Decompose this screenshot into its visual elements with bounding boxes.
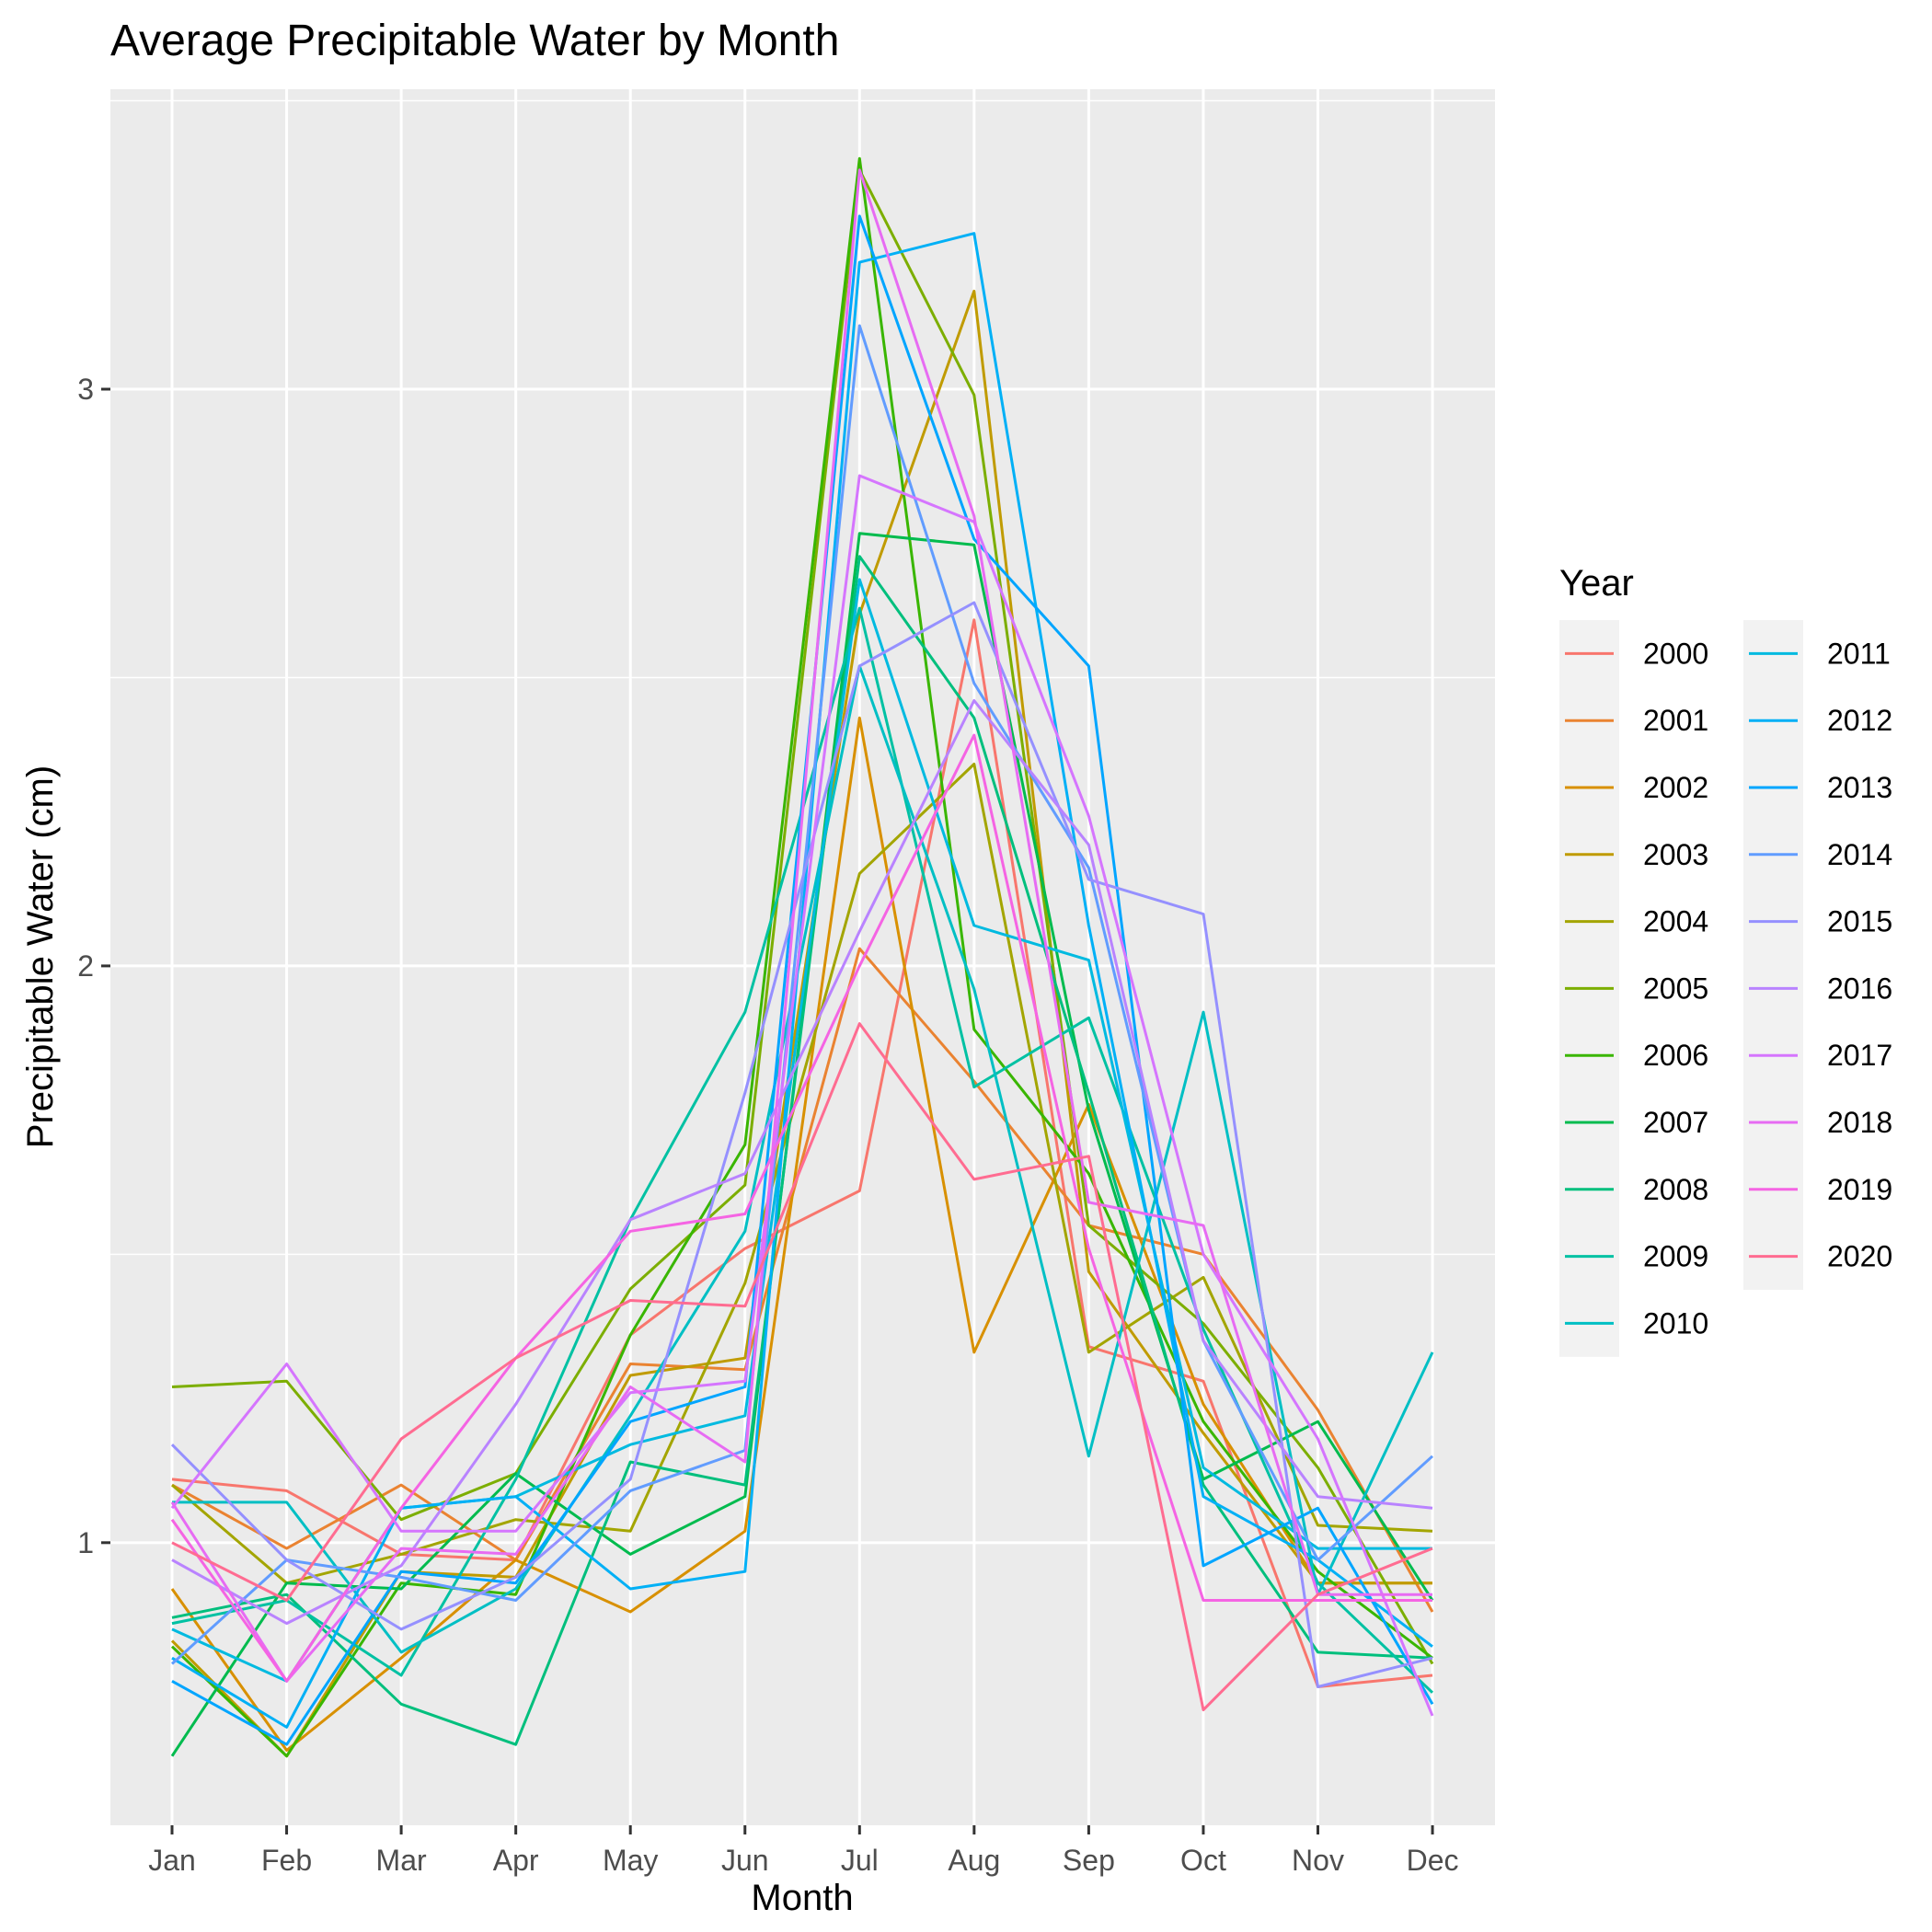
legend-label-2005: 2005 [1643, 972, 1708, 1005]
legend-label-2019: 2019 [1827, 1173, 1892, 1206]
legend-label-2003: 2003 [1643, 838, 1708, 871]
legend-label-2002: 2002 [1643, 771, 1708, 804]
major-gridlines [110, 89, 1495, 1825]
x-tick-label: Feb [261, 1844, 312, 1877]
x-tick-label: Nov [1292, 1844, 1344, 1877]
legend-label-2015: 2015 [1827, 905, 1892, 938]
series-line-2006 [170, 156, 1433, 1758]
legend-label-2008: 2008 [1643, 1173, 1708, 1206]
x-tick-label: Mar [376, 1844, 427, 1877]
legend-label-2007: 2007 [1643, 1106, 1708, 1139]
x-tick-label: May [603, 1844, 658, 1877]
series-line-2010 [172, 664, 1434, 1654]
series-line-2020 [171, 1022, 1433, 1712]
x-tick-label: Jul [841, 1844, 879, 1877]
legend-label-2010: 2010 [1643, 1306, 1708, 1340]
y-tick-label: 3 [77, 373, 94, 406]
y-axis-title: Precipitable Water (cm) [20, 765, 61, 1148]
legend-label-2018: 2018 [1827, 1106, 1892, 1139]
series-line-2002 [170, 716, 1432, 1752]
series-line-2015 [170, 601, 1433, 1688]
legend-label-2001: 2001 [1643, 704, 1708, 737]
x-tick-label: Oct [1180, 1844, 1226, 1877]
legend-title: Year [1559, 563, 1634, 604]
series-line-2019 [170, 733, 1432, 1683]
legend-items: 2000 2001 2002 2003 2004 2005 2006 2007 2008 2009… [1559, 620, 1892, 1357]
series-line-2018 [170, 168, 1432, 1683]
x-tick-label: Apr [493, 1844, 539, 1877]
legend-label-2020: 2020 [1827, 1240, 1892, 1273]
x-axis-title: Month [751, 1878, 853, 1918]
series-line-2016 [171, 699, 1433, 1626]
legend-label-2016: 2016 [1827, 972, 1892, 1005]
chart-title: Average Precipitable Water by Month [110, 17, 839, 65]
legend-label-2004: 2004 [1643, 905, 1708, 938]
legend-label-2014: 2014 [1827, 838, 1892, 871]
legend-label-2009: 2009 [1643, 1240, 1708, 1273]
x-tick-label: Dec [1407, 1844, 1459, 1877]
x-axis: Jan Feb Mar Apr May Jun Jul Aug Sep Oct Nov Dec [148, 1825, 1459, 1877]
x-tick-label: Jun [721, 1844, 769, 1877]
series-lines [170, 156, 1434, 1758]
series-line-2012 [171, 232, 1433, 1729]
legend-label-2006: 2006 [1643, 1039, 1708, 1072]
legend-label-2000: 2000 [1643, 637, 1708, 670]
x-tick-label: Aug [948, 1844, 1000, 1877]
y-tick-label: 1 [77, 1526, 94, 1559]
y-tick-label: 2 [77, 949, 94, 983]
legend: Year 20002001200220032004200520062007200… [1559, 563, 1892, 1357]
x-tick-label: Jan [148, 1844, 196, 1877]
y-axis: 1 2 3 [77, 373, 110, 1559]
legend-label-2017: 2017 [1827, 1039, 1892, 1072]
series-line-2008 [171, 555, 1433, 1746]
legend-label-2012: 2012 [1827, 704, 1892, 737]
series-line-2005 [171, 168, 1434, 1665]
x-tick-label: Sep [1063, 1844, 1115, 1877]
legend-label-2011: 2011 [1827, 637, 1891, 670]
series-line-2004 [171, 763, 1433, 1585]
legend-key-background [1743, 620, 1803, 1290]
legend-label-2013: 2013 [1827, 771, 1892, 804]
